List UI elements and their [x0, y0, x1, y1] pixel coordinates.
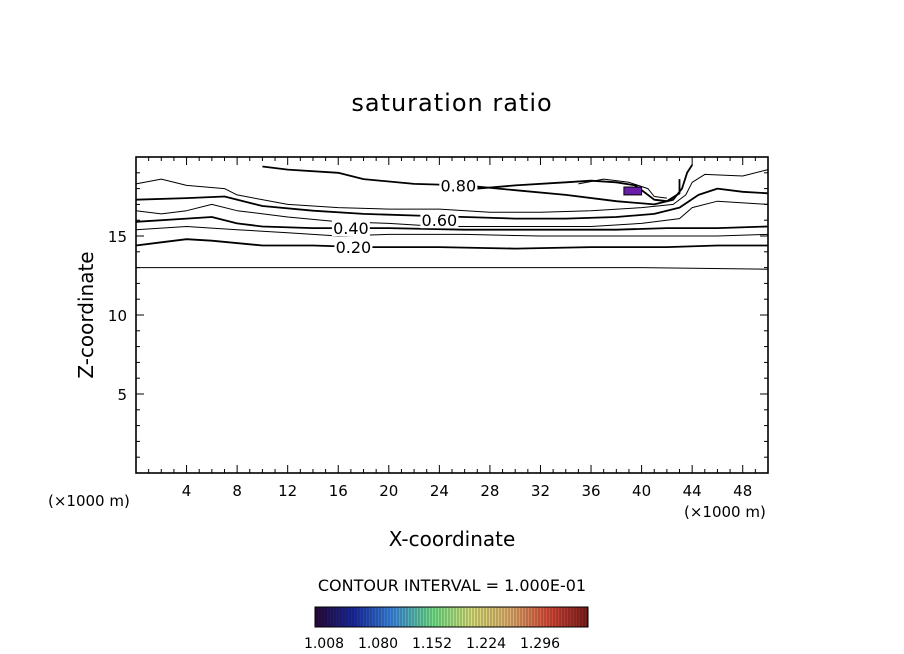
contour-label-2: 0.40 [333, 219, 369, 238]
x-tick-label: 20 [379, 482, 398, 500]
colorbar-tick-label: 1.224 [466, 636, 506, 652]
x-unit-right: (×1000 m) [684, 503, 766, 521]
contour-label-bg-0 [439, 177, 478, 194]
colorbar-frame [314, 606, 589, 628]
contour-label-1: 0.60 [422, 211, 458, 230]
colorbar-tick-label: 1.008 [304, 636, 344, 652]
colorbar-tick-labels: 1.008 1.080 1.152 1.224 1.296 [304, 636, 560, 652]
y-tick-label: 5 [117, 386, 127, 404]
chart-title: saturation ratio [351, 89, 552, 117]
colorbar-tick-label: 1.296 [520, 636, 560, 652]
y-tick-label: 10 [108, 307, 127, 325]
contour-line-9 [578, 178, 667, 199]
colorbar-stripes [316, 607, 588, 627]
contour-line-5 [135, 187, 769, 220]
x-unit-left: (×1000 m) [48, 492, 130, 510]
contour-line-2 [135, 226, 769, 237]
x-tick-label: 24 [430, 482, 449, 500]
highlight-region [623, 186, 643, 196]
contour-label-3: 0.20 [336, 238, 372, 257]
contour-interval-label: CONTOUR INTERVAL = 1.000E-01 [318, 576, 586, 595]
contour-line-8 [477, 179, 681, 203]
contour-layer [135, 164, 769, 270]
colorbar-tick-label: 1.080 [358, 636, 398, 652]
x-tick-label: 32 [531, 482, 550, 500]
contour-line-7 [262, 164, 693, 206]
x-tick-label: 8 [232, 482, 242, 500]
contour-label-0: 0.80 [441, 176, 477, 195]
x-tick-label: 28 [480, 482, 499, 500]
x-axis-label: X-coordinate [389, 527, 516, 551]
contour-line-0 [136, 267, 769, 270]
contour-label-layer: 0.80 0.60 0.400.20 [331, 176, 478, 257]
colorbar: CONTOUR INTERVAL = 1.000E-01 1.008 1.080 1… [304, 576, 589, 652]
colorbar-tick-label: 1.152 [412, 636, 452, 652]
contour-line-1 [135, 238, 768, 250]
contour-label-bg-1 [420, 212, 459, 229]
x-tick-label: 16 [329, 482, 348, 500]
plot-area: 0.800.600.400.20 4 8 12 16 20 24 28 32 36 40 44 485… [108, 156, 769, 500]
x-tick-label: 48 [733, 482, 752, 500]
x-tick-label: 36 [581, 482, 600, 500]
x-tick-label: 12 [278, 482, 297, 500]
contour-label-bg-3 [334, 239, 373, 256]
contour-line-6 [135, 169, 769, 213]
y-tick-label: 15 [108, 228, 127, 246]
x-tick-label: 4 [182, 482, 192, 500]
y-axis-label: Z-coordinate [74, 251, 98, 378]
x-tick-label: 40 [632, 482, 651, 500]
x-tick-label: 44 [683, 482, 702, 500]
contour-label-bg-2 [331, 220, 370, 237]
contour-line-3 [135, 216, 769, 231]
